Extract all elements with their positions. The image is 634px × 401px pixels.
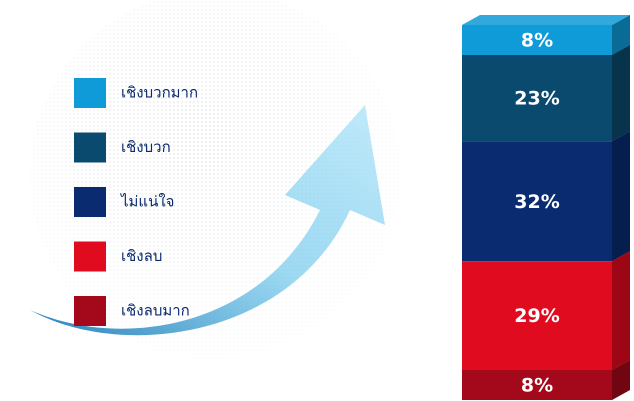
bar-side bbox=[612, 131, 630, 262]
bar-side-shade bbox=[612, 251, 630, 370]
value-label: 8% bbox=[521, 30, 553, 52]
legend-swatch bbox=[74, 241, 106, 272]
legend-swatch bbox=[74, 78, 106, 108]
legend-swatch bbox=[74, 187, 106, 217]
legend-label: เชิงลบ bbox=[121, 247, 162, 265]
bar-segment bbox=[462, 55, 612, 142]
legend-swatch bbox=[74, 296, 106, 326]
bar-segment bbox=[462, 25, 612, 55]
value-label: 29% bbox=[514, 305, 559, 327]
bar-side-shade bbox=[612, 45, 630, 142]
value-label: 32% bbox=[514, 191, 559, 213]
bar-segment bbox=[462, 261, 612, 370]
bar-segment bbox=[462, 370, 612, 400]
legend-label: เชิงลบมาก bbox=[121, 302, 190, 320]
arrow-decoration bbox=[30, 105, 385, 336]
bar-segment bbox=[462, 141, 612, 262]
value-label: 23% bbox=[514, 88, 559, 110]
legend-swatch bbox=[74, 132, 106, 163]
bar-side bbox=[612, 251, 630, 370]
bar-top-shade bbox=[462, 15, 630, 25]
bar-top bbox=[462, 15, 630, 25]
bar-side bbox=[612, 360, 630, 400]
legend-label: ไม่แน่ใจ bbox=[120, 193, 174, 211]
bar-side-shade bbox=[612, 360, 630, 400]
bar-side-shade bbox=[612, 131, 630, 262]
bar-stack: 8% 23% 32% 29% 8% bbox=[462, 15, 630, 400]
bar-side bbox=[612, 15, 630, 55]
value-label: 8% bbox=[521, 375, 553, 397]
legend-label: เชิงบวกมาก bbox=[121, 84, 198, 102]
legend-label: เชิงบวก bbox=[121, 138, 171, 156]
bar-side-shade bbox=[612, 15, 630, 55]
bar-side bbox=[612, 45, 630, 142]
